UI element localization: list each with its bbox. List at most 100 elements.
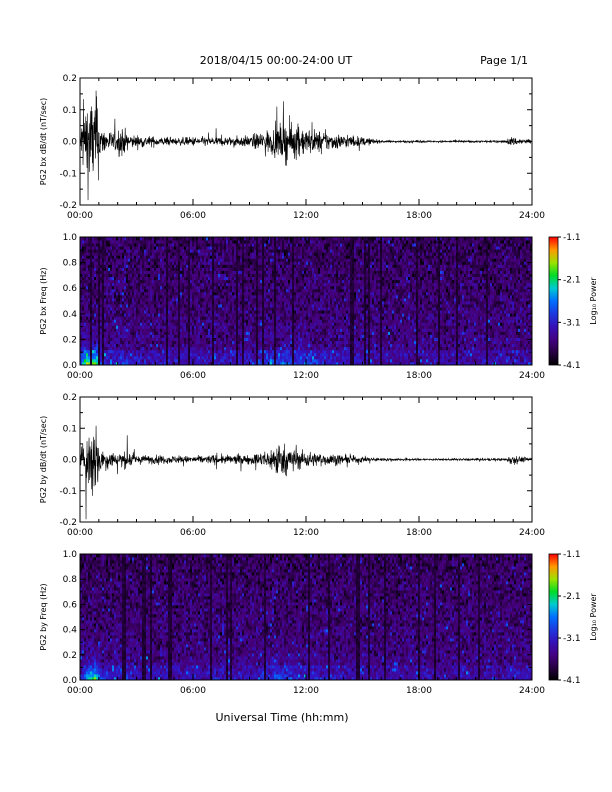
heatmap-cell: [112, 307, 115, 311]
heatmap-cell: [128, 358, 131, 363]
heatmap-cell: [144, 343, 147, 348]
heatmap-cell: [110, 246, 113, 250]
heatmap-cell: [102, 240, 105, 244]
heatmap-cell: [150, 340, 153, 345]
heatmap-cell: [102, 310, 105, 314]
heatmap-cell: [146, 273, 149, 278]
heatmap-cell: [114, 352, 117, 357]
heatmap-cell: [138, 310, 141, 314]
heatmap-cell: [142, 343, 145, 348]
heatmap-cell: [130, 319, 133, 323]
heatmap-cell: [132, 237, 135, 241]
heatmap-cell: [100, 337, 103, 342]
heatmap-cell: [106, 255, 109, 259]
heatmap-cell: [92, 240, 95, 244]
heatmap-cell: [102, 361, 105, 366]
heatmap-cell: [82, 276, 85, 281]
heatmap-cell: [116, 358, 119, 363]
heatmap-cell: [80, 249, 83, 253]
heatmap-cell: [110, 243, 113, 247]
heatmap-cell: [114, 307, 117, 311]
heatmap-cell: [140, 301, 143, 305]
heatmap-cell: [148, 304, 151, 308]
heatmap-cell: [126, 307, 129, 311]
heatmap-cell: [148, 328, 151, 332]
heatmap-cell: [98, 334, 101, 338]
heatmap-cell: [144, 352, 147, 357]
heatmap-cell: [130, 273, 133, 278]
heatmap-cell: [144, 349, 147, 354]
heatmap-cell: [86, 291, 89, 296]
heatmap-cell: [128, 264, 131, 268]
heatmap-cell: [146, 349, 149, 354]
heatmap-cell: [100, 264, 103, 268]
heatmap-cell: [118, 343, 121, 348]
heatmap-cell: [100, 276, 103, 281]
heatmap-cell: [106, 349, 109, 354]
heatmap-cell: [144, 291, 147, 296]
heatmap-cell: [114, 243, 117, 247]
heatmap-cell: [146, 331, 149, 335]
heatmap-cell: [136, 282, 139, 287]
heatmap-cell: [130, 288, 133, 293]
heatmap-cell: [82, 334, 85, 338]
heatmap-cell: [84, 313, 87, 317]
heatmap-cell: [82, 243, 85, 247]
heatmap-cell: [102, 304, 105, 308]
heatmap-cell: [96, 361, 99, 366]
heatmap-cell: [122, 252, 125, 256]
heatmap-cell: [104, 355, 107, 360]
heatmap-cell: [80, 276, 83, 281]
heatmap-cell: [88, 246, 91, 250]
heatmap-cell: [138, 316, 141, 320]
heatmap-cell: [96, 261, 99, 265]
heatmap-cell: [88, 255, 91, 259]
heatmap-cell: [134, 258, 137, 262]
heatmap-cell: [138, 352, 141, 357]
heatmap-cell: [120, 288, 123, 293]
heatmap-cell: [100, 340, 103, 345]
heatmap-cell: [88, 337, 91, 342]
heatmap-cell: [98, 337, 101, 342]
heatmap-cell: [130, 279, 133, 284]
heatmap-cell: [104, 276, 107, 281]
heatmap-cell: [128, 291, 131, 296]
heatmap-cell: [148, 261, 151, 265]
heatmap-cell: [124, 276, 127, 281]
heatmap-cell: [80, 285, 83, 290]
heatmap-cell: [110, 358, 113, 363]
heatmap-cell: [126, 334, 129, 338]
heatmap-cell: [140, 304, 143, 308]
heatmap-cell: [116, 246, 119, 250]
heatmap-cell: [122, 334, 125, 338]
heatmap-cell: [122, 243, 125, 247]
heatmap-cell: [106, 285, 109, 290]
heatmap-cell: [138, 331, 141, 335]
heatmap-cell: [88, 325, 91, 329]
heatmap-cell: [96, 252, 99, 256]
heatmap-cell: [88, 270, 91, 274]
heatmap-cell: [112, 288, 115, 293]
heatmap-cell: [92, 273, 95, 278]
heatmap-cell: [100, 361, 103, 366]
heatmap-cell: [144, 264, 147, 268]
heatmap-cell: [128, 279, 131, 284]
heatmap-cell: [88, 264, 91, 268]
heatmap-cell: [88, 301, 91, 305]
heatmap-cell: [94, 252, 97, 256]
heatmap-cell: [104, 267, 107, 271]
heatmap-cell: [114, 304, 117, 308]
heatmap-cell: [84, 273, 87, 278]
heatmap-cell: [136, 334, 139, 338]
heatmap-cell: [102, 246, 105, 250]
heatmap-cell: [84, 294, 87, 299]
heatmap-cell: [96, 328, 99, 332]
heatmap-cell: [92, 294, 95, 299]
heatmap-cell: [134, 297, 137, 302]
heatmap-cell: [124, 294, 127, 299]
heatmap-cell: [106, 267, 109, 271]
heatmap-cell: [82, 361, 85, 366]
heatmap-cell: [138, 279, 141, 284]
heatmap-cell: [142, 301, 145, 305]
heatmap-cell: [128, 337, 131, 342]
